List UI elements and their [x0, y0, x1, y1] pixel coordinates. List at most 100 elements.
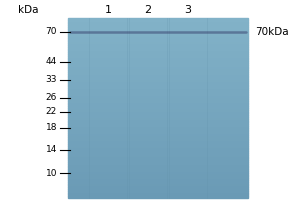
Bar	[68, 151, 248, 153]
Text: 44: 44	[46, 58, 57, 66]
Bar	[68, 180, 248, 182]
Bar	[68, 81, 248, 83]
Bar	[68, 32, 248, 34]
Bar	[68, 166, 248, 167]
Bar	[68, 108, 248, 110]
Bar	[68, 74, 248, 76]
Bar	[68, 139, 248, 140]
Bar	[68, 122, 248, 124]
Text: kDa: kDa	[18, 5, 38, 15]
Bar	[68, 34, 248, 36]
Bar	[68, 27, 248, 29]
Bar	[68, 131, 248, 133]
Bar	[68, 157, 248, 158]
Bar	[68, 126, 248, 128]
Bar	[68, 158, 248, 160]
Bar	[68, 61, 248, 63]
Bar	[68, 103, 248, 104]
Bar	[68, 50, 248, 52]
Bar	[68, 36, 248, 38]
Bar	[68, 101, 248, 103]
Text: 22: 22	[46, 108, 57, 116]
Bar	[68, 94, 248, 95]
Text: 14: 14	[46, 146, 57, 154]
Bar	[68, 133, 248, 135]
Bar	[68, 142, 248, 144]
Bar	[68, 31, 248, 32]
Bar	[68, 99, 248, 101]
Bar	[68, 191, 248, 193]
Bar	[68, 135, 248, 137]
Bar	[68, 52, 248, 54]
Bar	[68, 173, 248, 175]
Bar	[68, 117, 248, 119]
Text: 3: 3	[184, 5, 191, 15]
Text: 70: 70	[46, 27, 57, 36]
Text: 18: 18	[46, 123, 57, 132]
Bar	[68, 68, 248, 70]
Bar	[68, 67, 248, 68]
Bar	[68, 41, 248, 43]
Bar	[68, 90, 248, 92]
Text: 2: 2	[144, 5, 152, 15]
Bar	[68, 176, 248, 178]
Bar	[68, 184, 248, 185]
Text: 10: 10	[46, 168, 57, 178]
Text: 26: 26	[46, 94, 57, 102]
Bar	[68, 77, 248, 79]
Bar	[68, 59, 248, 61]
Bar	[68, 85, 248, 86]
Bar	[68, 171, 248, 173]
Bar	[68, 95, 248, 97]
Bar	[68, 121, 248, 122]
Bar	[68, 182, 248, 184]
Bar	[68, 189, 248, 191]
Bar	[68, 148, 248, 149]
Bar	[68, 43, 248, 45]
Bar	[68, 88, 248, 90]
Bar	[68, 187, 248, 189]
Bar	[68, 65, 248, 67]
Bar	[68, 79, 248, 81]
Text: 1: 1	[104, 5, 112, 15]
Bar	[68, 56, 248, 58]
Bar	[68, 18, 248, 20]
Bar	[68, 45, 248, 47]
Bar	[68, 115, 248, 117]
Bar	[68, 104, 248, 106]
Bar	[68, 83, 248, 85]
Bar	[68, 178, 248, 180]
Bar	[68, 97, 248, 99]
Bar	[68, 140, 248, 142]
Bar	[68, 54, 248, 56]
Bar	[68, 72, 248, 74]
Bar	[68, 58, 248, 59]
Bar	[68, 23, 248, 25]
Bar	[68, 112, 248, 113]
Bar	[68, 167, 248, 169]
Bar	[68, 175, 248, 176]
Bar	[68, 196, 248, 198]
Bar	[68, 124, 248, 126]
Bar	[68, 110, 248, 112]
Bar	[68, 25, 248, 27]
Bar	[68, 40, 248, 41]
Bar	[68, 169, 248, 171]
Bar	[68, 22, 248, 23]
Bar	[68, 194, 248, 196]
Bar	[68, 47, 248, 49]
Bar	[68, 29, 248, 31]
Bar	[68, 38, 248, 40]
Bar	[68, 130, 248, 131]
Bar	[68, 106, 248, 108]
Bar	[68, 164, 248, 166]
Bar	[68, 63, 248, 65]
Bar	[68, 185, 248, 187]
Bar	[68, 153, 248, 155]
Bar	[68, 76, 248, 77]
Bar	[68, 155, 248, 157]
Bar	[68, 128, 248, 130]
Bar	[68, 86, 248, 88]
Bar	[68, 49, 248, 50]
Bar	[68, 193, 248, 194]
